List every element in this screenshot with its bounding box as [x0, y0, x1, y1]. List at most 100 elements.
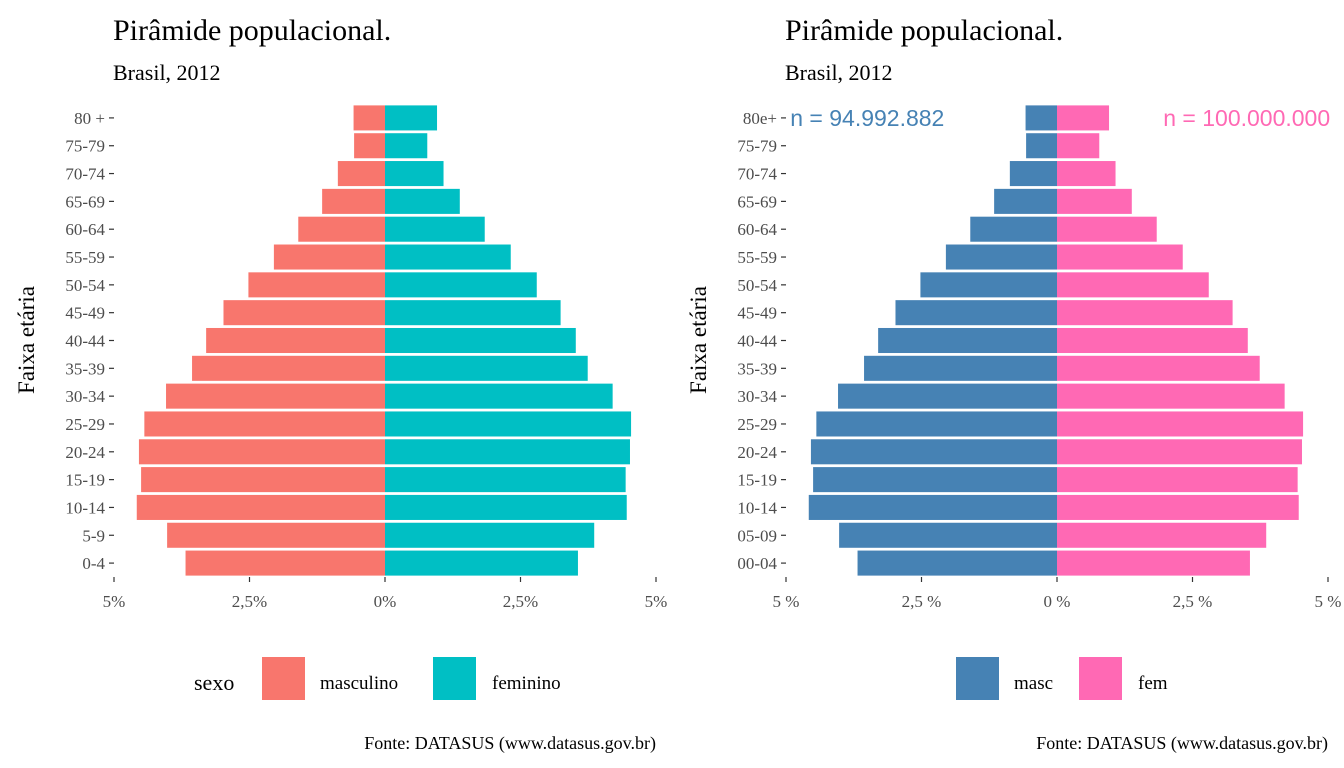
y-tick-label: 35-39 [737, 359, 777, 378]
y-tick-label: 45-49 [65, 304, 105, 323]
bar-feminino-30-34 [385, 383, 613, 409]
y-tick-label: 70-74 [737, 165, 777, 184]
bar-fem-00-04 [1057, 550, 1250, 576]
bar-masculino-10-14 [136, 494, 385, 520]
chart-left-legend: sexo masculino feminino [194, 657, 561, 700]
y-tick-label: 55-59 [737, 248, 777, 267]
y-tick-label: 40-44 [737, 332, 777, 351]
bar-feminino-55-59 [385, 244, 511, 270]
bar-feminino-45-49 [385, 300, 561, 326]
bar-masc-60-64 [970, 216, 1057, 242]
bar-fem-65-69 [1057, 188, 1132, 214]
bar-masculino-60-64 [298, 216, 385, 242]
bar-masculino-30-34 [166, 383, 385, 409]
chart-left-bars [136, 105, 632, 576]
bar-feminino-40-44 [385, 327, 576, 354]
y-tick-label: 10-14 [737, 498, 777, 517]
bar-masculino-75-79 [354, 133, 385, 159]
y-tick-label: 25-29 [737, 415, 777, 434]
y-tick-label: 15-19 [65, 471, 105, 490]
bar-fem-10-14 [1057, 494, 1299, 520]
legend-label-masc: masc [1014, 673, 1053, 694]
chart-right-caption: Fonte: DATASUS (www.datasus.gov.br) [1036, 733, 1328, 754]
bar-masculino-20-24 [138, 439, 385, 465]
bar-masc-50-54 [920, 272, 1057, 298]
y-tick-label: 75-79 [65, 137, 105, 156]
x-tick-label: 0 % [1044, 592, 1071, 611]
bar-feminino-75-79 [385, 133, 428, 159]
chart-left-caption: Fonte: DATASUS (www.datasus.gov.br) [364, 733, 656, 754]
bar-masc-05-09 [839, 522, 1057, 548]
bar-masculino-65-69 [322, 188, 385, 214]
bar-feminino-50-54 [385, 272, 537, 298]
bar-fem-70-74 [1057, 161, 1116, 187]
y-tick-label: 30-34 [737, 387, 777, 406]
bar-feminino-5-9 [385, 522, 595, 548]
chart-left-title: Pirâmide populacional. [113, 14, 391, 47]
legend-label-masculino: masculino [320, 673, 398, 694]
bar-masculino-15-19 [141, 467, 385, 493]
bar-feminino-10-14 [385, 494, 627, 520]
bar-masc-25-29 [816, 411, 1057, 437]
bar-masc-80e+ [1025, 105, 1057, 131]
bar-masc-30-34 [838, 383, 1057, 409]
y-tick-label: 0-4 [82, 554, 105, 573]
bar-masculino-0-4 [185, 550, 385, 576]
chart-right-x-axis: 5 % 2,5 % 0 % 2,5 % 5 % [773, 577, 1342, 611]
y-tick-label: 05-09 [737, 526, 777, 545]
y-tick-label: 60-64 [737, 220, 777, 239]
y-tick-label: 15-19 [737, 471, 777, 490]
y-tick-label: 50-54 [737, 276, 777, 295]
x-tick-label: 5 % [1315, 592, 1342, 611]
annotation-label: n = 100.000.000 [1163, 105, 1330, 131]
bar-fem-50-54 [1057, 272, 1209, 298]
chart-left-subtitle: Brasil, 2012 [113, 60, 221, 85]
bar-fem-25-29 [1057, 411, 1304, 437]
bar-fem-40-44 [1057, 327, 1248, 354]
y-tick-label: 25-29 [65, 415, 105, 434]
legend-key-fem [1079, 657, 1122, 700]
legend-title: sexo [194, 670, 234, 695]
y-tick-label: 35-39 [65, 359, 105, 378]
bar-masc-20-24 [810, 439, 1057, 465]
y-tick-label: 20-24 [737, 443, 777, 462]
bar-masculino-35-39 [192, 355, 385, 381]
bar-fem-45-49 [1057, 300, 1233, 326]
bar-fem-35-39 [1057, 355, 1260, 381]
bar-masculino-50-54 [248, 272, 385, 298]
bar-masc-40-44 [878, 327, 1057, 354]
y-tick-label: 65-69 [65, 192, 105, 211]
bar-fem-75-79 [1057, 133, 1100, 159]
bar-feminino-0-4 [385, 550, 578, 576]
bar-fem-15-19 [1057, 467, 1298, 493]
chart-right-annotations: n = 94.992.882 n = 100.000.000 [790, 105, 1330, 131]
x-tick-label: 5 % [773, 592, 800, 611]
y-tick-label: 75-79 [737, 137, 777, 156]
y-tick-label: 40-44 [65, 332, 105, 351]
x-tick-label: 2,5% [232, 592, 267, 611]
chart-right-y-axis: 00-04 05-09 10-14 15-19 20-24 25-29 30-34 35-39… [737, 109, 786, 573]
chart-right: Pirâmide populacional. Brasil, 2012 Faix… [686, 14, 1341, 754]
legend-key-feminino [433, 657, 476, 700]
bar-masc-65-69 [994, 188, 1057, 214]
chart-left-y-axis: 0-4 5-9 10-14 15-19 20-24 25-29 30-34 35-39 40-4… [65, 109, 114, 573]
bar-masc-45-49 [895, 300, 1057, 326]
bar-masculino-55-59 [273, 244, 385, 270]
y-tick-label: 10-14 [65, 498, 105, 517]
y-tick-label: 60-64 [65, 220, 105, 239]
bar-masc-75-79 [1026, 133, 1057, 159]
bar-fem-60-64 [1057, 216, 1157, 242]
y-tick-label: 65-69 [737, 192, 777, 211]
bar-masc-70-74 [1009, 161, 1057, 187]
chart-left-x-axis: 5% 2,5% 0% 2,5% 5% [103, 577, 667, 611]
chart-left-ylabel: Faixa etária [14, 286, 39, 394]
bar-feminino-20-24 [385, 439, 630, 465]
annotation-label: n = 94.992.882 [790, 105, 944, 131]
chart-left: Pirâmide populacional. Brasil, 2012 Faix… [14, 14, 667, 754]
legend-label-fem: fem [1138, 673, 1168, 694]
bar-feminino-25-29 [385, 411, 632, 437]
bar-masculino-25-29 [144, 411, 385, 437]
bar-masculino-5-9 [167, 522, 385, 548]
bar-masc-10-14 [808, 494, 1057, 520]
